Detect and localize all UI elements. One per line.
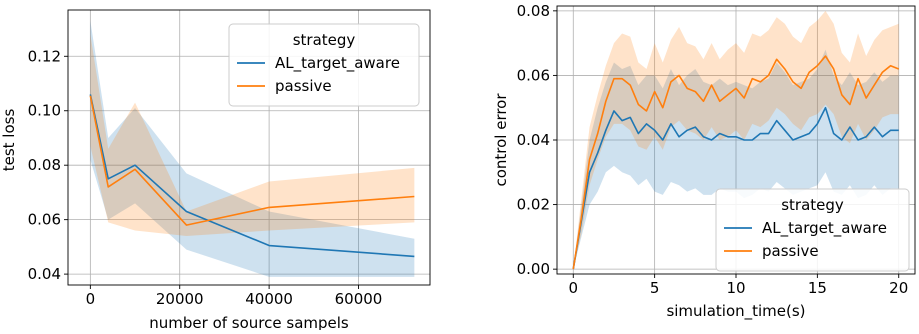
y-axis-label: test loss <box>0 109 18 172</box>
x-tick-label: 60000 <box>335 290 383 308</box>
y-tick-label: 0.06 <box>28 211 61 229</box>
x-tick-label: 5 <box>650 279 660 297</box>
left-chart: 0 20000 40000 60000 0.04 0.06 0.08 0.10 0.12 numb… <box>0 9 431 332</box>
plot-frame <box>67 9 431 286</box>
y-tick-label: 0.04 <box>28 265 61 283</box>
series-line-passive <box>89 95 415 226</box>
right-chart: 0 5 10 15 20 0.00 0.02 0.04 0.06 0.08 simulation_t… <box>492 2 916 321</box>
x-tick-label: 0 <box>86 290 96 308</box>
y-tick-label: 0.06 <box>517 66 550 84</box>
confidence-band-passive <box>573 10 899 270</box>
x-axis-label: number of source sampels <box>149 314 349 330</box>
y-tick-label: 0.10 <box>28 102 61 120</box>
y-tick-label: 0.12 <box>28 47 61 65</box>
legend-title: strategy <box>781 196 844 214</box>
y-tick-label: 0.02 <box>517 196 550 214</box>
legend-label-passive: passive <box>275 77 332 95</box>
legend-label-AL_target_aware: AL_target_aware <box>275 54 400 73</box>
legend-box <box>715 188 910 272</box>
x-tick-label: 10 <box>726 279 745 297</box>
series-line-passive <box>572 55 900 270</box>
confidence-band-AL_target_aware <box>573 49 899 270</box>
x-tick-label: 20 <box>889 279 908 297</box>
series-line-AL_target_aware <box>572 106 899 270</box>
x-axis-label: simulation_time(s) <box>666 302 805 321</box>
legend-box <box>228 23 420 107</box>
x-tick-label: 40000 <box>245 290 293 308</box>
y-axis-label: control error <box>492 93 510 187</box>
y-tick-label: 0.00 <box>517 260 550 278</box>
y-tick-label: 0.08 <box>28 156 61 174</box>
y-tick-label: 0.08 <box>517 2 550 20</box>
plot-area <box>89 20 415 277</box>
x-tick-label: 0 <box>568 279 578 297</box>
x-tick-label: 15 <box>808 279 827 297</box>
confidence-band-AL_target_aware <box>90 20 415 277</box>
legend-label-passive: passive <box>762 242 819 260</box>
plot-area <box>572 10 900 270</box>
legend-title: strategy <box>293 31 356 49</box>
y-tick-label: 0.04 <box>517 131 550 149</box>
x-tick-label: 20000 <box>156 290 204 308</box>
confidence-band-passive <box>90 34 415 236</box>
series-line-AL_target_aware <box>89 94 415 258</box>
legend-label-AL_target_aware: AL_target_aware <box>762 219 887 238</box>
